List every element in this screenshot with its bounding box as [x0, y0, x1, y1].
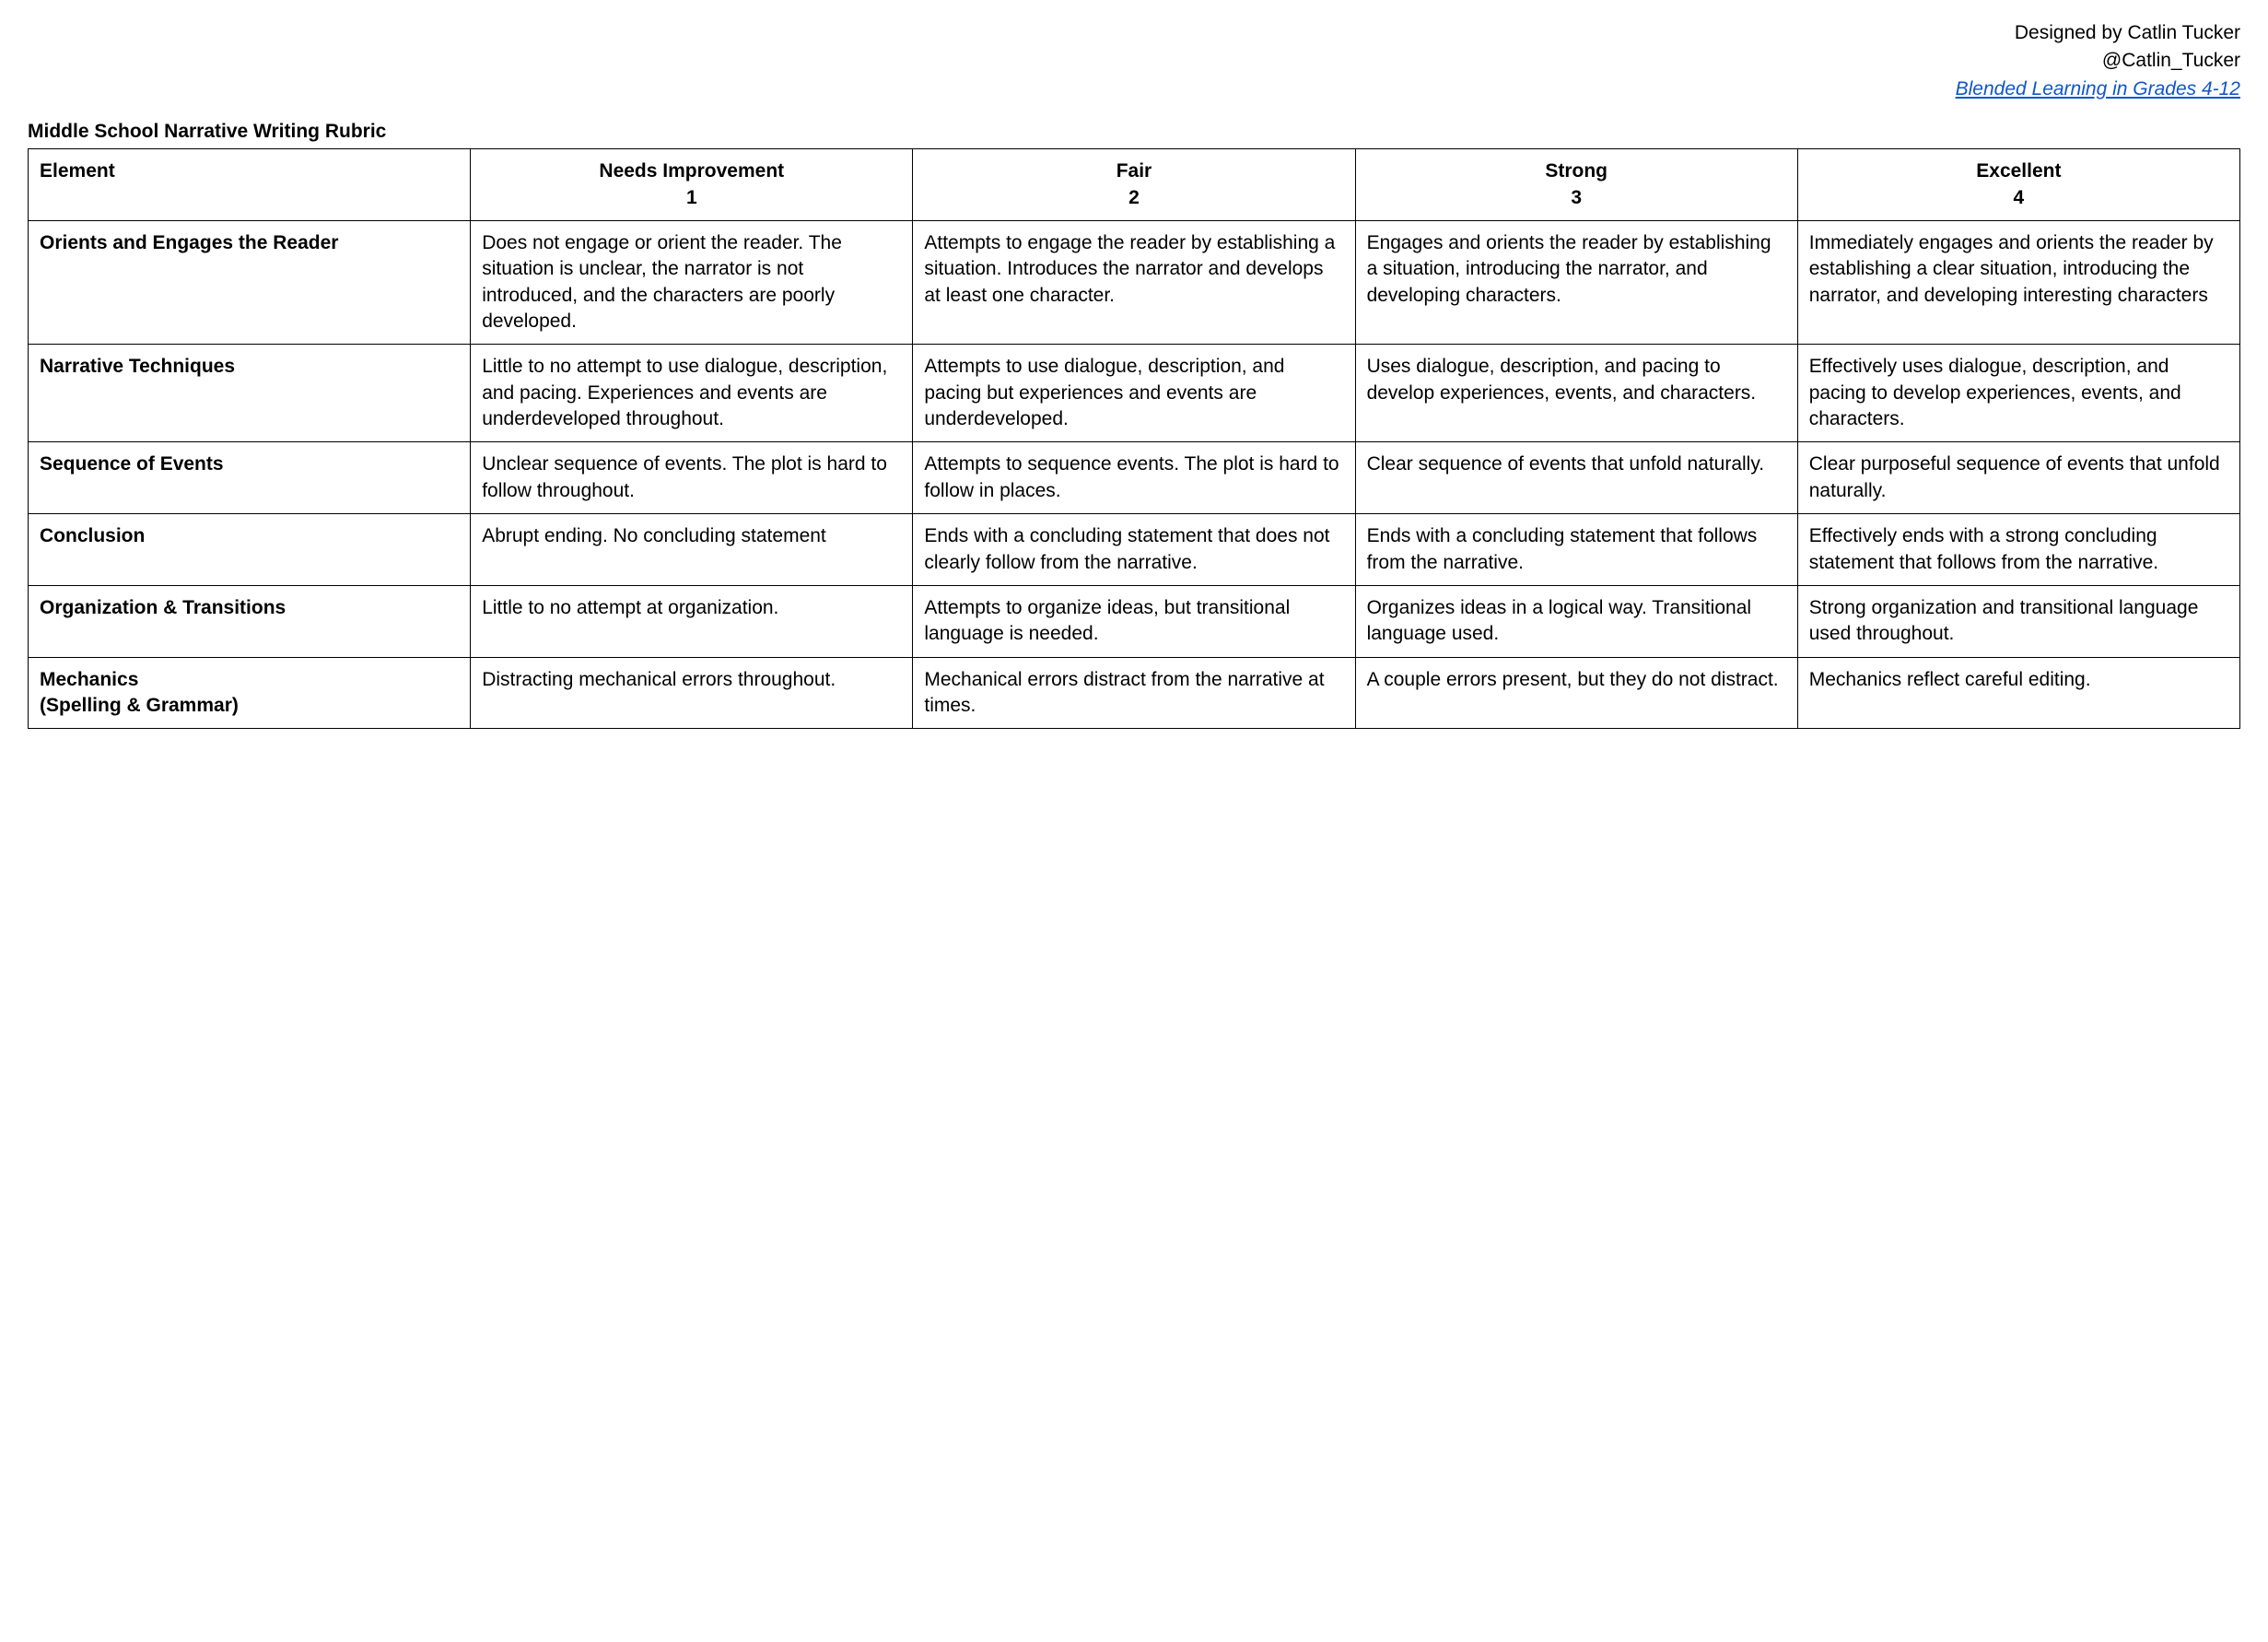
- rubric-cell: A couple errors present, but they do not…: [1355, 657, 1797, 729]
- col-header-strong: Strong 3: [1355, 149, 1797, 221]
- col-header-needs-improvement: Needs Improvement 1: [471, 149, 913, 221]
- rubric-table: Element Needs Improvement 1 Fair 2 Stron…: [28, 148, 2240, 729]
- table-row: Organization & TransitionsLittle to no a…: [29, 585, 2240, 657]
- table-row: Narrative TechniquesLittle to no attempt…: [29, 345, 2240, 442]
- rubric-cell: Uses dialogue, description, and pacing t…: [1355, 345, 1797, 442]
- rubric-cell: Little to no attempt at organization.: [471, 585, 913, 657]
- twitter-handle-line: @Catlin_Tucker: [28, 48, 2240, 74]
- element-name-cell: Orients and Engages the Reader: [29, 221, 471, 345]
- col-header-fair: Fair 2: [913, 149, 1355, 221]
- col-header-excellent: Excellent 4: [1797, 149, 2239, 221]
- rubric-cell: Immediately engages and orients the read…: [1797, 221, 2239, 345]
- rubric-cell: Effectively uses dialogue, description, …: [1797, 345, 2239, 442]
- rubric-cell: Clear purposeful sequence of events that…: [1797, 442, 2239, 514]
- element-name-cell: Narrative Techniques: [29, 345, 471, 442]
- element-name-cell: Organization & Transitions: [29, 585, 471, 657]
- rubric-cell: Strong organization and transitional lan…: [1797, 585, 2239, 657]
- header-block: Designed by Catlin Tucker @Catlin_Tucker…: [28, 20, 2240, 102]
- rubric-cell: Distracting mechanical errors throughout…: [471, 657, 913, 729]
- table-header-row: Element Needs Improvement 1 Fair 2 Stron…: [29, 149, 2240, 221]
- rubric-cell: Clear sequence of events that unfold nat…: [1355, 442, 1797, 514]
- rubric-cell: Does not engage or orient the reader. Th…: [471, 221, 913, 345]
- level-label: Strong: [1545, 160, 1607, 182]
- level-score: 1: [686, 187, 697, 208]
- rubric-cell: Abrupt ending. No concluding statement: [471, 514, 913, 586]
- rubric-cell: Ends with a concluding statement that fo…: [1355, 514, 1797, 586]
- table-row: Mechanics(Spelling & Grammar)Distracting…: [29, 657, 2240, 729]
- level-score: 4: [2014, 187, 2025, 208]
- level-label: Fair: [1116, 160, 1152, 182]
- rubric-cell: Attempts to use dialogue, description, a…: [913, 345, 1355, 442]
- table-row: ConclusionAbrupt ending. No concluding s…: [29, 514, 2240, 586]
- level-label: Excellent: [1976, 160, 2061, 182]
- table-row: Orients and Engages the ReaderDoes not e…: [29, 221, 2240, 345]
- element-name-cell: Sequence of Events: [29, 442, 471, 514]
- rubric-title: Middle School Narrative Writing Rubric: [28, 119, 2240, 145]
- rubric-cell: Effectively ends with a strong concludin…: [1797, 514, 2239, 586]
- rubric-cell: Unclear sequence of events. The plot is …: [471, 442, 913, 514]
- book-link-line: Blended Learning in Grades 4-12: [28, 76, 2240, 102]
- designed-by-line: Designed by Catlin Tucker: [28, 20, 2240, 46]
- rubric-cell: Mechanical errors distract from the narr…: [913, 657, 1355, 729]
- rubric-cell: Attempts to organize ideas, but transiti…: [913, 585, 1355, 657]
- rubric-cell: Attempts to sequence events. The plot is…: [913, 442, 1355, 514]
- rubric-cell: Ends with a concluding statement that do…: [913, 514, 1355, 586]
- rubric-cell: Little to no attempt to use dialogue, de…: [471, 345, 913, 442]
- level-label: Needs Improvement: [599, 160, 784, 182]
- table-row: Sequence of EventsUnclear sequence of ev…: [29, 442, 2240, 514]
- level-score: 3: [1571, 187, 1582, 208]
- level-score: 2: [1128, 187, 1140, 208]
- element-name-cell: Conclusion: [29, 514, 471, 586]
- element-name-cell: Mechanics(Spelling & Grammar): [29, 657, 471, 729]
- blended-learning-link[interactable]: Blended Learning in Grades 4-12: [1956, 78, 2240, 100]
- rubric-cell: Attempts to engage the reader by establi…: [913, 221, 1355, 345]
- rubric-cell: Mechanics reflect careful editing.: [1797, 657, 2239, 729]
- col-header-element: Element: [29, 149, 471, 221]
- rubric-cell: Organizes ideas in a logical way. Transi…: [1355, 585, 1797, 657]
- rubric-cell: Engages and orients the reader by establ…: [1355, 221, 1797, 345]
